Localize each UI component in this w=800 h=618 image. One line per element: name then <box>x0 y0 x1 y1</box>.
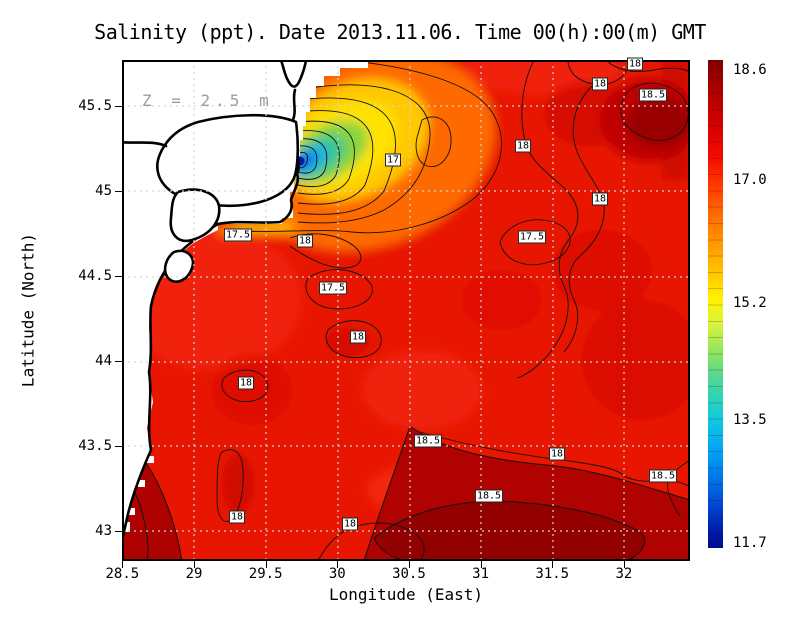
x-tick-label: 32 <box>615 566 633 582</box>
contour-value-label: 18 <box>341 517 359 531</box>
y-tick-label: 45 <box>95 182 112 199</box>
y-tick-mark <box>115 190 122 192</box>
coastline <box>122 60 308 546</box>
y-tick-label: 44.5 <box>78 267 112 284</box>
chart-title: Salinity (ppt). Date 2013.11.06. Time 00… <box>94 20 706 44</box>
contour-value-label: 18 <box>591 77 609 91</box>
depth-annotation: Z = 2.5 m <box>142 91 274 110</box>
contour-value-label: 18 <box>548 447 566 461</box>
grid-lines <box>122 60 690 561</box>
x-tick-mark <box>194 561 195 568</box>
x-tick-mark <box>480 561 482 568</box>
colorbar-tick-label: 18.6 <box>733 62 767 78</box>
y-tick-mark <box>115 360 122 362</box>
salinity-contour-field <box>122 60 690 561</box>
y-tick-label: 44 <box>95 352 112 369</box>
colorbar-tick-label: 11.7 <box>733 534 767 551</box>
y-tick-label: 43.5 <box>78 437 112 454</box>
contour-value-label: 18.5 <box>638 88 668 102</box>
y-tick-mark <box>115 275 122 277</box>
sea-color-field <box>122 60 690 561</box>
x-tick-mark <box>122 561 124 568</box>
contour-value-label: 17 <box>384 153 402 167</box>
contour-value-label: 18 <box>349 330 367 344</box>
contour-value-label: 18.5 <box>648 469 678 483</box>
x-tick-mark <box>265 561 267 568</box>
x-tick-label: 30 <box>328 566 346 582</box>
y-tick-label: 43 <box>95 522 112 539</box>
map-plot-area <box>122 60 690 561</box>
y-tick-mark <box>115 445 122 447</box>
plot-frame <box>122 60 690 561</box>
contour-value-label: 18.5 <box>413 434 443 448</box>
contour-value-label: 18 <box>626 57 644 71</box>
x-axis-title: Longitude (East) <box>328 585 484 604</box>
x-tick-label: 28.5 <box>105 566 140 582</box>
colorbar-tick-label: 15.2 <box>733 295 767 312</box>
contour-value-label: 17.5 <box>318 281 348 295</box>
y-tick-mark <box>115 105 122 107</box>
contour-value-label: 18.5 <box>474 489 504 503</box>
x-tick-mark <box>337 561 339 568</box>
contour-value-label: 18 <box>296 234 314 248</box>
x-tick-label: 30.5 <box>392 566 426 582</box>
x-tick-label: 29.5 <box>248 566 283 582</box>
contour-value-label: 18 <box>237 376 255 390</box>
y-tick-mark <box>115 530 122 532</box>
colorbar-tick-label: 17.0 <box>733 171 767 188</box>
x-tick-label: 31 <box>472 566 490 582</box>
x-tick-mark <box>623 561 625 568</box>
contour-value-label: 17.5 <box>223 228 253 242</box>
contour-value-label: 18 <box>228 510 246 524</box>
high-salinity-regions <box>122 425 690 561</box>
y-tick-label: 45.5 <box>78 97 112 114</box>
x-tick-mark <box>408 561 410 568</box>
x-tick-mark <box>552 561 554 568</box>
x-tick-label: 29 <box>185 566 203 582</box>
contour-value-label: 17.5 <box>517 230 547 244</box>
contour-value-label: 18 <box>514 139 532 153</box>
x-tick-label: 31.5 <box>535 566 570 582</box>
contour-value-label: 18 <box>591 192 609 206</box>
colorbar-tick-label: 13.5 <box>733 411 767 428</box>
colorbar <box>708 60 723 548</box>
